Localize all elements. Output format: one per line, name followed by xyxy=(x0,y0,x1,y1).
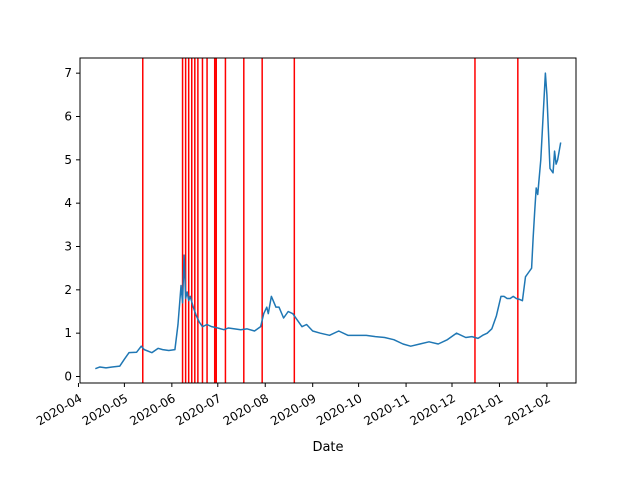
y-tick-label: 3 xyxy=(64,240,72,254)
series-lines xyxy=(95,72,562,370)
plot-frame xyxy=(79,57,577,384)
vertical-lines xyxy=(142,58,519,383)
y-tick-label: 0 xyxy=(64,370,72,384)
series-line xyxy=(95,72,562,370)
y-tick-label: 2 xyxy=(64,283,72,297)
x-axis-title: Date xyxy=(312,440,343,455)
y-tick-label: 5 xyxy=(64,153,72,167)
y-tick-label: 1 xyxy=(64,326,72,340)
y-tick-label: 6 xyxy=(64,110,72,124)
y-tick-label: 7 xyxy=(64,66,72,80)
y-tick-label: 4 xyxy=(64,196,72,210)
y-axis-ticks: 0 1 2 3 4 5 6 7 xyxy=(64,66,80,384)
